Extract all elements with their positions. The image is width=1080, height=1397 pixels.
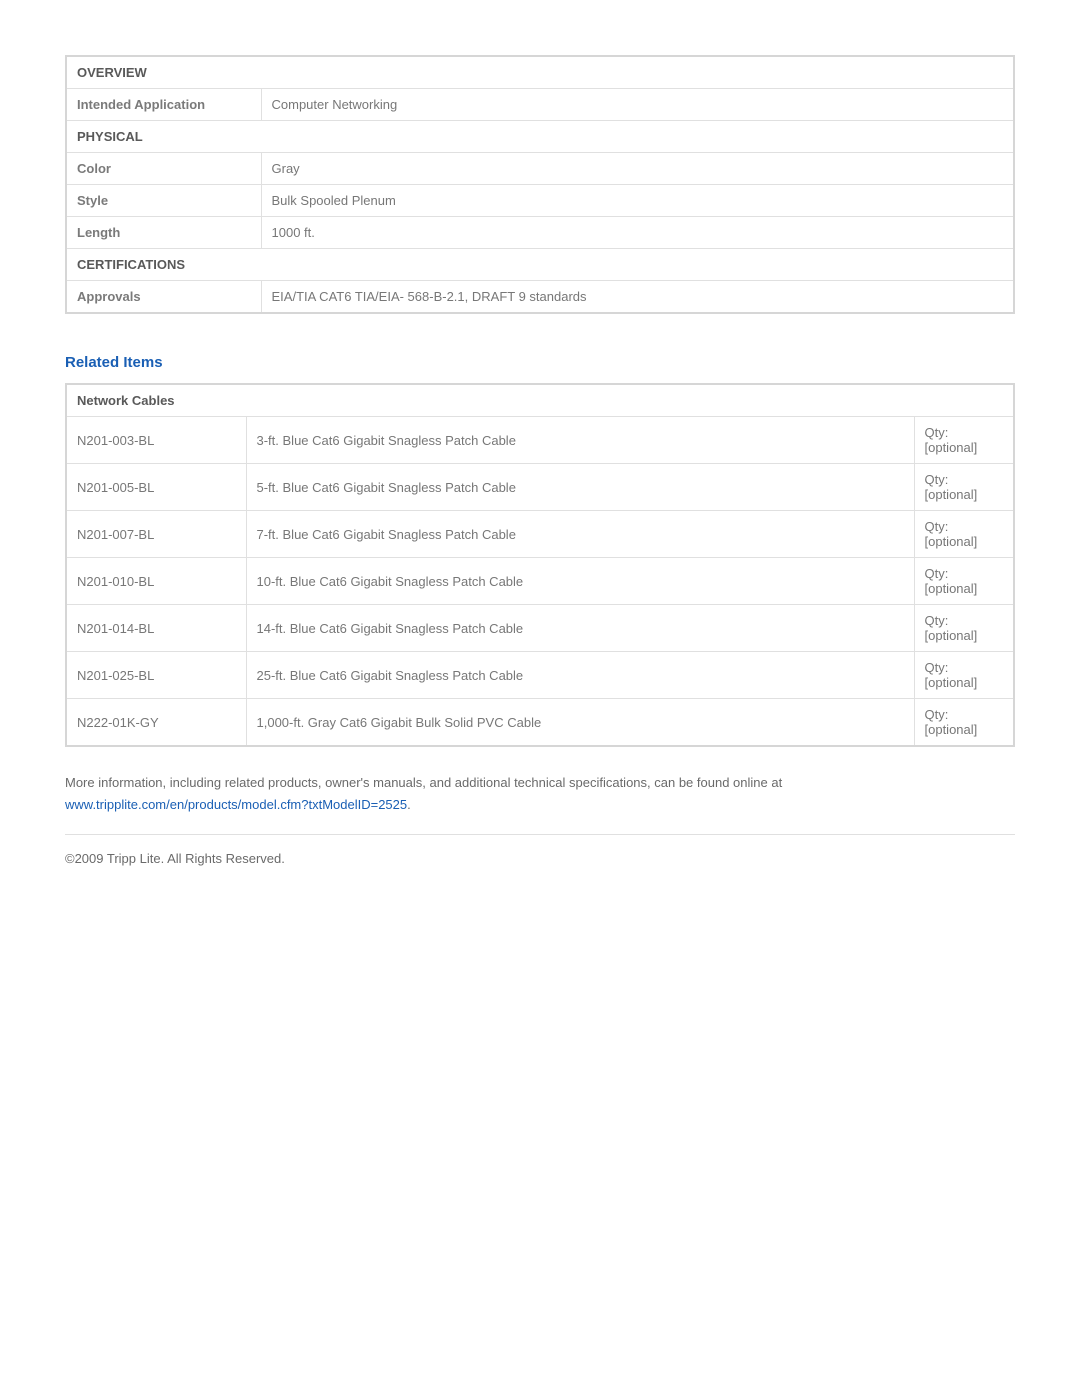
spec-row: ApprovalsEIA/TIA CAT6 TIA/EIA- 568-B-2.1… (66, 281, 1014, 314)
related-sku: N201-010-BL (66, 558, 246, 605)
spec-row: Length1000 ft. (66, 217, 1014, 249)
related-sku: N201-007-BL (66, 511, 246, 558)
related-qty: Qty: [optional] (914, 558, 1014, 605)
related-description: 5-ft. Blue Cat6 Gigabit Snagless Patch C… (246, 464, 914, 511)
spec-label: Approvals (66, 281, 261, 314)
related-description: 10-ft. Blue Cat6 Gigabit Snagless Patch … (246, 558, 914, 605)
related-qty: Qty: [optional] (914, 464, 1014, 511)
spec-section-header: OVERVIEW (66, 56, 1014, 89)
related-items-table: Network CablesN201-003-BL3-ft. Blue Cat6… (65, 383, 1015, 747)
spec-value: Computer Networking (261, 89, 1014, 121)
more-info-link[interactable]: www.tripplite.com/en/products/model.cfm?… (65, 797, 407, 812)
related-sku: N201-025-BL (66, 652, 246, 699)
spec-value: Bulk Spooled Plenum (261, 185, 1014, 217)
spec-section-header: PHYSICAL (66, 121, 1014, 153)
more-info-suffix: . (407, 797, 411, 812)
related-sku: N201-014-BL (66, 605, 246, 652)
related-item-row: N201-010-BL10-ft. Blue Cat6 Gigabit Snag… (66, 558, 1014, 605)
related-group-header: Network Cables (66, 384, 1014, 417)
specifications-table: OVERVIEWIntended ApplicationComputer Net… (65, 55, 1015, 314)
spec-label: Color (66, 153, 261, 185)
related-description: 14-ft. Blue Cat6 Gigabit Snagless Patch … (246, 605, 914, 652)
copyright-text: ©2009 Tripp Lite. All Rights Reserved. (65, 851, 1015, 866)
related-item-row: N201-014-BL14-ft. Blue Cat6 Gigabit Snag… (66, 605, 1014, 652)
related-item-row: N201-003-BL3-ft. Blue Cat6 Gigabit Snagl… (66, 417, 1014, 464)
related-description: 1,000-ft. Gray Cat6 Gigabit Bulk Solid P… (246, 699, 914, 747)
spec-section-header: CERTIFICATIONS (66, 249, 1014, 281)
divider (65, 834, 1015, 835)
related-sku: N222-01K-GY (66, 699, 246, 747)
related-description: 25-ft. Blue Cat6 Gigabit Snagless Patch … (246, 652, 914, 699)
related-qty: Qty: [optional] (914, 511, 1014, 558)
related-item-row: N201-025-BL25-ft. Blue Cat6 Gigabit Snag… (66, 652, 1014, 699)
related-description: 3-ft. Blue Cat6 Gigabit Snagless Patch C… (246, 417, 914, 464)
spec-value: EIA/TIA CAT6 TIA/EIA- 568-B-2.1, DRAFT 9… (261, 281, 1014, 314)
related-qty: Qty: [optional] (914, 605, 1014, 652)
related-qty: Qty: [optional] (914, 652, 1014, 699)
more-info-paragraph: More information, including related prod… (65, 772, 1015, 816)
related-item-row: N201-007-BL7-ft. Blue Cat6 Gigabit Snagl… (66, 511, 1014, 558)
spec-label: Style (66, 185, 261, 217)
related-item-row: N201-005-BL5-ft. Blue Cat6 Gigabit Snagl… (66, 464, 1014, 511)
spec-row: StyleBulk Spooled Plenum (66, 185, 1014, 217)
spec-label: Intended Application (66, 89, 261, 121)
spec-label: Length (66, 217, 261, 249)
spec-value: Gray (261, 153, 1014, 185)
related-item-row: N222-01K-GY1,000-ft. Gray Cat6 Gigabit B… (66, 699, 1014, 747)
related-qty: Qty: [optional] (914, 417, 1014, 464)
related-items-heading: Related Items (65, 354, 1015, 371)
spec-row: ColorGray (66, 153, 1014, 185)
spec-row: Intended ApplicationComputer Networking (66, 89, 1014, 121)
related-sku: N201-003-BL (66, 417, 246, 464)
related-qty: Qty: [optional] (914, 699, 1014, 747)
related-sku: N201-005-BL (66, 464, 246, 511)
more-info-text: More information, including related prod… (65, 775, 782, 790)
spec-value: 1000 ft. (261, 217, 1014, 249)
related-description: 7-ft. Blue Cat6 Gigabit Snagless Patch C… (246, 511, 914, 558)
